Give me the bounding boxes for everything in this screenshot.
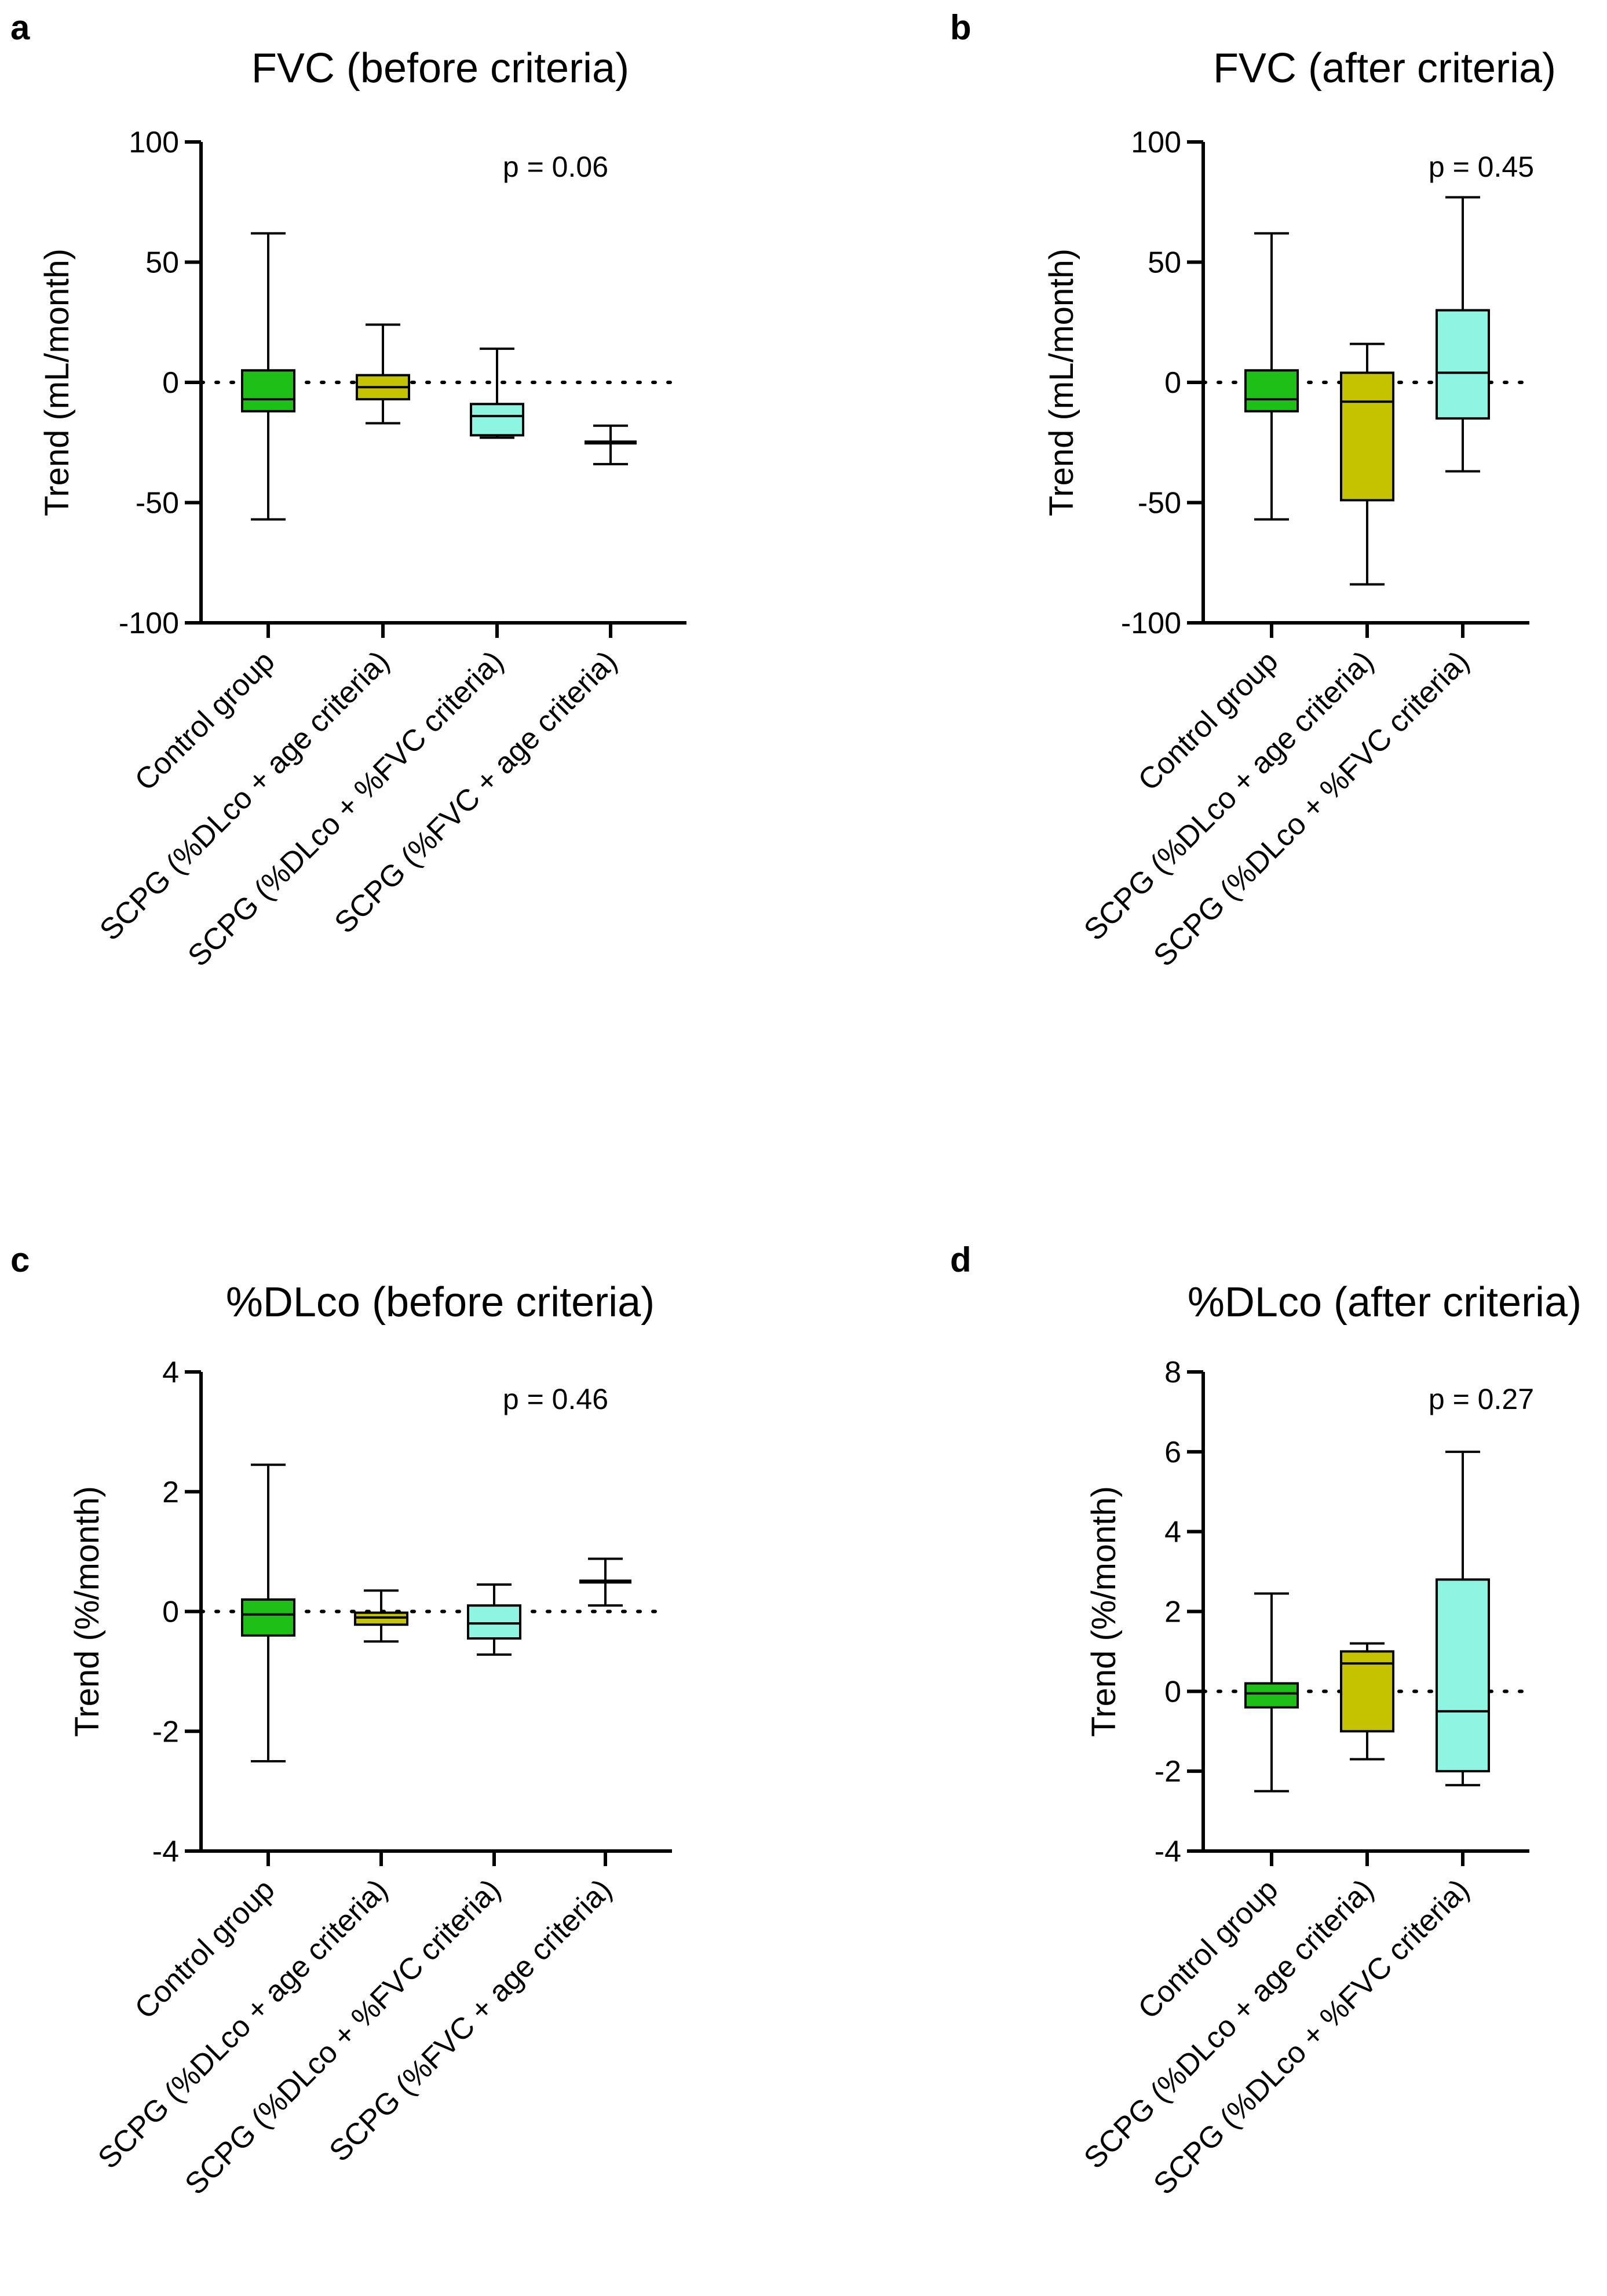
box-4: SCPG (%FVC + age criteria) (323, 1557, 631, 2168)
box-3: SCPG (%DLco + %FVC criteria) (1147, 196, 1490, 973)
y-tick-label: 2 (1164, 1596, 1181, 1629)
y-tick-label: -4 (152, 1835, 179, 1868)
chart-title: FVC (after criteria) (1213, 45, 1556, 92)
iqr-box (1340, 1650, 1394, 1733)
y-tick-label: 0 (162, 1596, 179, 1629)
y-tick-label: 0 (1164, 366, 1181, 400)
iqr-box (241, 369, 295, 413)
y-tick-label: -100 (1121, 607, 1181, 640)
chart-title: %DLco (after criteria) (1188, 1279, 1582, 1326)
panel-letter: c (10, 1240, 30, 1279)
y-tick-label: 100 (1131, 126, 1181, 159)
box-3: SCPG (%DLco + %FVC criteria) (178, 1583, 521, 2202)
y-axis-label: Trend (mL/month) (1043, 249, 1080, 516)
y-tick-label: 8 (1164, 1356, 1181, 1389)
chart-panel-d: d %DLco (after criteria) Trend (%/month) 8 6… (950, 1240, 1582, 2202)
iqr-box (1244, 1682, 1299, 1709)
p-value-annotation: p = 0.27 (1429, 1383, 1534, 1415)
iqr-box (1340, 371, 1394, 502)
chart-panel-a: a FVC (before criteria) Trend (mL/month) 10… (10, 8, 686, 973)
y-axis-label: Trend (%/month) (68, 1486, 106, 1737)
box-2: SCPG (%DLco + age criteria) (1078, 342, 1394, 947)
iqr-box (1244, 369, 1299, 413)
chart-panel-b: b FVC (after criteria) Trend (mL/month) 100… (950, 8, 1556, 973)
y-tick-label: -100 (119, 607, 179, 640)
box-3: SCPG (%DLco + %FVC criteria) (1147, 1450, 1490, 2202)
panel-letter: a (10, 8, 30, 47)
y-axis-label: Trend (mL/month) (38, 249, 76, 516)
y-tick-label: 0 (1164, 1675, 1181, 1709)
y-tick-label: 100 (129, 126, 179, 159)
y-tick-label: -2 (152, 1715, 179, 1749)
box-3: SCPG (%DLco + %FVC criteria) (181, 347, 524, 973)
iqr-box (467, 1604, 521, 1640)
y-tick-label: -2 (1155, 1755, 1181, 1788)
y-tick-label: 0 (162, 366, 179, 400)
y-tick-label: 6 (1164, 1436, 1181, 1469)
panel-letter: b (950, 8, 971, 47)
y-tick-label: 4 (1164, 1516, 1181, 1549)
iqr-box (241, 1598, 295, 1637)
chart-title: FVC (before criteria) (251, 45, 629, 92)
iqr-box (1436, 1578, 1490, 1773)
iqr-box (470, 403, 524, 437)
p-value-annotation: p = 0.46 (503, 1383, 608, 1415)
y-axis-label: Trend (%/month) (1085, 1486, 1123, 1737)
panel-letter: d (950, 1240, 971, 1279)
p-value-annotation: p = 0.06 (503, 151, 608, 183)
y-tick-label: 4 (162, 1356, 179, 1389)
y-tick-label: -50 (1138, 487, 1181, 520)
y-tick-label: 2 (162, 1476, 179, 1509)
chart-title: %DLco (before criteria) (226, 1279, 655, 1326)
iqr-box (354, 1611, 408, 1626)
p-value-annotation: p = 0.45 (1429, 151, 1534, 183)
y-tick-label: 50 (145, 246, 179, 280)
chart-panel-c: c %DLco (before criteria) Trend (%/month) 4… (10, 1240, 672, 2202)
y-tick-label: -50 (136, 487, 179, 520)
y-tick-label: 50 (1148, 246, 1181, 280)
iqr-box (1436, 309, 1490, 420)
y-tick-label: -4 (1155, 1835, 1181, 1868)
